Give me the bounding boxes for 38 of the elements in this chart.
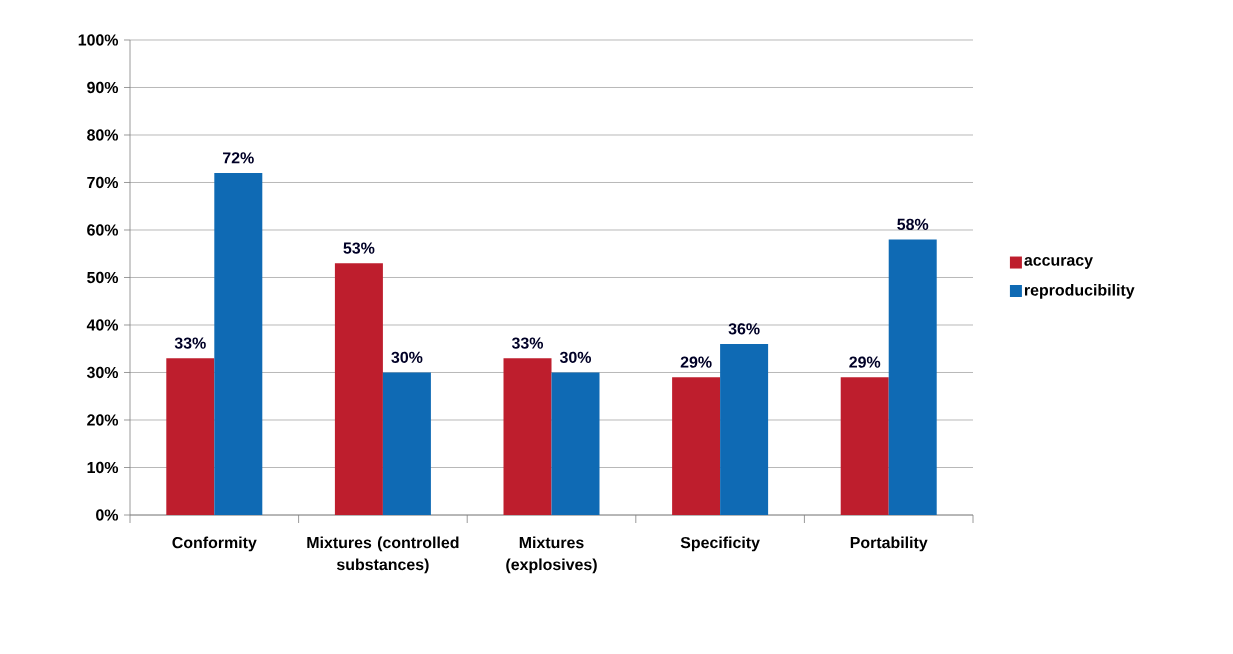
data-label: 33%	[174, 337, 206, 349]
x-tick-label: Portability	[850, 536, 928, 552]
bar	[888, 239, 937, 515]
y-tick-label: 50%	[87, 271, 119, 284]
bar	[334, 263, 383, 515]
bar	[551, 372, 600, 515]
x-tick-label: Mixtures (controlled substances)	[307, 536, 459, 574]
bar	[840, 377, 889, 515]
x-tick-label: Mixtures (explosives)	[506, 536, 597, 574]
y-tick-label: 0%	[96, 509, 119, 521]
data-label: 36%	[728, 323, 760, 335]
bar	[720, 344, 769, 515]
bar	[503, 358, 552, 515]
data-label: 30%	[559, 351, 592, 363]
y-tick-label: 40%	[86, 319, 119, 331]
y-tick-label: 70%	[87, 176, 119, 189]
legend-label: accuracy	[1024, 257, 1093, 269]
data-label: 29%	[680, 356, 712, 368]
legend-label: reproducibility	[1024, 284, 1135, 299]
y-tick-label: 80%	[87, 129, 119, 141]
data-label: 58%	[897, 218, 929, 230]
y-tick-label: 90%	[87, 81, 119, 94]
data-label: 53%	[343, 242, 375, 254]
data-label: 33%	[511, 337, 544, 349]
y-tick-label: 30%	[86, 366, 119, 379]
bar	[166, 358, 215, 515]
y-tick-label: 100%	[78, 34, 119, 46]
y-tick-label: 20%	[87, 414, 119, 426]
y-tick-label: 10%	[87, 461, 119, 474]
bar	[672, 377, 721, 515]
data-label: 72%	[223, 152, 254, 164]
data-label: 30%	[391, 351, 423, 363]
y-tick-label: 60%	[87, 224, 119, 236]
data-label: 29%	[849, 356, 881, 368]
x-tick-label: Specificity	[680, 536, 760, 552]
bar	[382, 372, 431, 515]
bar	[214, 173, 263, 515]
x-tick-label: Conformity	[172, 536, 257, 552]
